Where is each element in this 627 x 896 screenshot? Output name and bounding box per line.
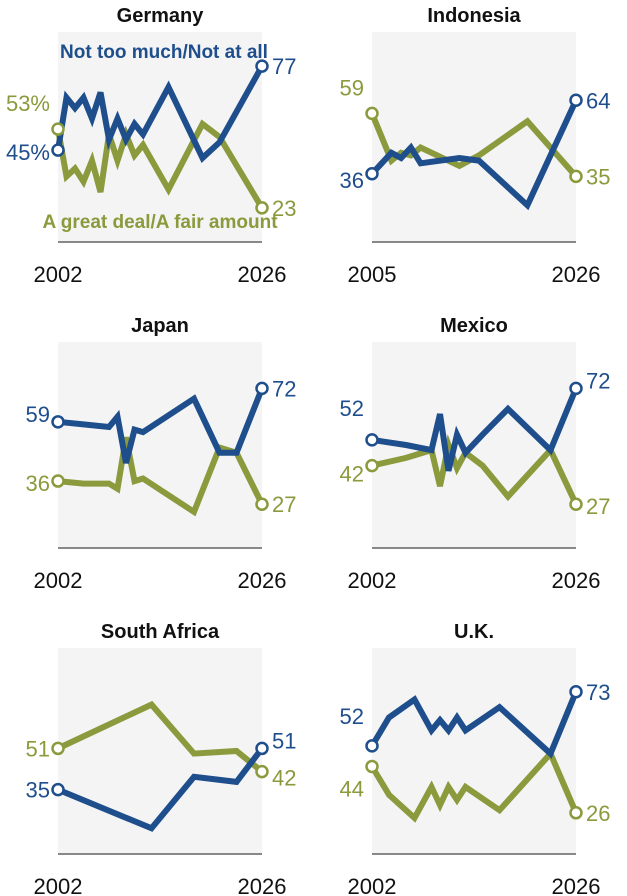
germany-series-a-start-marker (51, 143, 65, 157)
south-africa-series-b-line (56, 700, 264, 774)
indonesia-label-b-first: 59 (340, 75, 364, 100)
germany-label-a-last: 77 (272, 54, 296, 79)
japan-panel-title: Japan (131, 315, 189, 337)
uk-series-b-start-marker (365, 759, 379, 774)
mexico-panel-title: Mexico (440, 315, 508, 337)
japan-label-b-first: 36 (26, 471, 50, 496)
germany-series-a-line (55, 64, 265, 163)
japan-series-a-end-marker (255, 381, 269, 396)
japan-series-a-line (57, 387, 265, 464)
mexico-series-a-start-marker (365, 433, 379, 447)
germany-panel-title: Germany (117, 5, 205, 27)
japan-x-tick-end: 2026 (238, 568, 287, 593)
uk-x-tick-end: 2026 (552, 874, 601, 896)
indonesia-x-tick-start: 2005 (348, 262, 397, 287)
indonesia-label-a-first: 36 (340, 168, 364, 193)
south-africa-panel-title: South Africa (101, 621, 220, 643)
germany-series-b-start-marker (51, 122, 65, 136)
germany-series-a-end-marker (255, 59, 269, 73)
japan-series-a-start-marker (51, 415, 65, 429)
indonesia-label-b-last: 35 (586, 164, 610, 189)
mexico-series-b-end-marker (569, 497, 583, 511)
uk-series-a-end-marker (569, 685, 583, 699)
indonesia-series-b-start-marker (365, 106, 379, 121)
germany-series-b-end-marker (255, 201, 269, 215)
germany-label-b-last: 23 (272, 196, 296, 221)
uk-series-a-start-marker (365, 739, 379, 753)
south-africa-series-a-end-marker (255, 741, 269, 756)
mexico-series-b-line (371, 434, 579, 506)
mexico-series-a-line (371, 387, 579, 472)
uk-label-a-last: 73 (586, 680, 610, 705)
mexico-label-b-first: 42 (340, 462, 364, 487)
mexico-x-tick-end: 2026 (552, 568, 601, 593)
indonesia-series-b-end-marker (569, 169, 583, 184)
uk-series-b-line (369, 748, 579, 823)
indonesia-series-a-line (369, 99, 579, 211)
japan-x-tick-start: 2002 (34, 568, 83, 593)
japan-label-a-first: 59 (26, 402, 50, 427)
uk-panel-title: U.K. (454, 621, 494, 643)
mexico-label-a-first: 52 (340, 396, 364, 421)
south-africa-series-a-start-marker (51, 782, 65, 797)
mexico-label-a-last: 72 (586, 368, 610, 393)
indonesia-series-a-end-marker (569, 93, 583, 107)
japan-panel-background (58, 342, 262, 548)
uk-x-tick-start: 2002 (348, 874, 397, 896)
uk-label-b-first: 44 (340, 776, 364, 801)
south-africa-label-a-last: 51 (272, 728, 296, 753)
indonesia-series-b-line (369, 112, 579, 179)
south-africa-label-b-first: 51 (26, 736, 50, 761)
germany-series-b-line (55, 119, 265, 210)
mexico-x-tick-start: 2002 (348, 568, 397, 593)
indonesia-x-tick-end: 2026 (552, 262, 601, 287)
legend-series-a: Not too much/Not at all (60, 42, 268, 63)
uk-panel-background (372, 648, 576, 854)
south-africa-label-a-first: 35 (26, 778, 50, 803)
mexico-series-a-end-marker (569, 381, 583, 396)
south-africa-x-tick-start: 2002 (34, 874, 83, 896)
south-africa-label-b-last: 42 (272, 766, 296, 791)
mexico-label-b-last: 27 (586, 494, 610, 519)
germany-x-tick-start: 2002 (34, 262, 83, 287)
uk-series-a-line (369, 690, 579, 759)
japan-series-b-line (57, 436, 265, 517)
indonesia-panel-title: Indonesia (427, 5, 521, 27)
uk-label-b-last: 26 (586, 801, 610, 826)
germany-panel-background (58, 32, 262, 242)
japan-series-b-end-marker (255, 497, 269, 511)
uk-label-a-first: 52 (340, 704, 364, 729)
south-africa-x-tick-end: 2026 (238, 874, 287, 896)
japan-series-b-start-marker (51, 474, 65, 488)
south-africa-series-b-start-marker (51, 741, 65, 756)
south-africa-series-a-line (56, 746, 265, 832)
indonesia-label-a-last: 64 (586, 88, 610, 113)
germany-x-tick-end: 2026 (238, 262, 287, 287)
legend-series-b: A great deal/A fair amount (42, 212, 278, 233)
uk-series-b-end-marker (569, 806, 583, 820)
indonesia-series-a-start-marker (365, 167, 379, 181)
japan-label-b-last: 27 (272, 492, 296, 517)
mexico-series-b-start-marker (365, 458, 379, 473)
germany-label-a-first: 45% (6, 140, 50, 165)
japan-label-a-last: 72 (272, 376, 296, 401)
indonesia-panel-background (372, 32, 576, 242)
germany-label-b-first: 53% (6, 91, 50, 116)
south-africa-series-b-end-marker (255, 764, 269, 779)
